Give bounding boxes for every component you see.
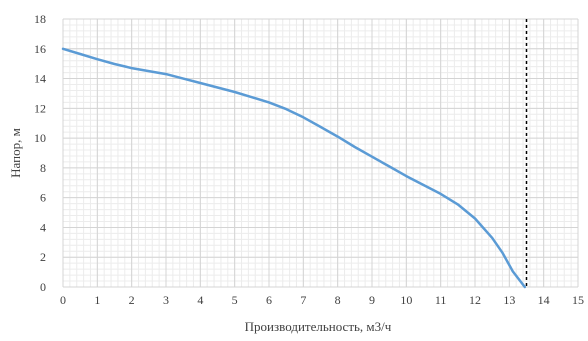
- y-tick-label: 0: [40, 280, 46, 294]
- x-tick-label: 7: [300, 293, 306, 307]
- y-tick-label: 6: [40, 191, 46, 205]
- y-tick-label: 16: [34, 42, 46, 56]
- y-tick-label: 18: [34, 12, 46, 26]
- x-tick-label: 13: [503, 293, 515, 307]
- x-tick-label: 6: [266, 293, 272, 307]
- x-tick-label: 0: [60, 293, 66, 307]
- y-tick-label: 14: [34, 72, 46, 86]
- y-axis-title: Напор, м: [8, 128, 23, 178]
- y-tick-label: 8: [40, 161, 46, 175]
- x-tick-label: 5: [232, 293, 238, 307]
- y-tick-label: 2: [40, 250, 46, 264]
- y-tick-labels: 0 2 4 6 8 10 12 14 16 18: [34, 12, 46, 294]
- x-tick-label: 4: [197, 293, 203, 307]
- x-tick-label: 9: [369, 293, 375, 307]
- major-gridlines: [63, 19, 578, 287]
- minor-gridlines: [63, 19, 578, 287]
- x-tick-label: 2: [129, 293, 135, 307]
- x-tick-label: 8: [335, 293, 341, 307]
- y-tick-label: 12: [34, 101, 46, 115]
- x-tick-label: 10: [400, 293, 412, 307]
- y-tick-label: 4: [40, 220, 46, 234]
- x-tick-label: 3: [163, 293, 169, 307]
- x-tick-label: 15: [572, 293, 584, 307]
- x-tick-label: 12: [469, 293, 481, 307]
- x-tick-label: 14: [538, 293, 550, 307]
- y-tick-label: 10: [34, 131, 46, 145]
- x-tick-label: 11: [435, 293, 447, 307]
- x-tick-label: 1: [94, 293, 100, 307]
- x-axis-title: Производительность, м3/ч: [245, 319, 392, 334]
- x-tick-labels: 0 1 2 3 4 5 6 7 8 9 10 11 12 13 14 15: [60, 293, 584, 307]
